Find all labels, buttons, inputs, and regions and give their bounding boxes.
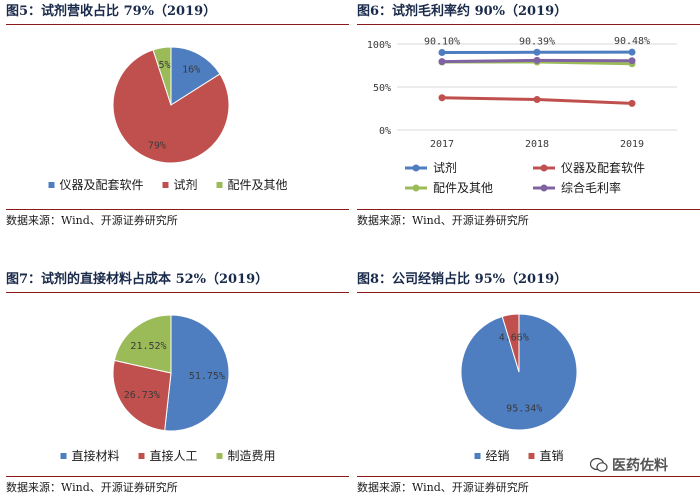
pie-slice bbox=[112, 359, 172, 432]
chart-title: 图5：试剂营收占比 79%（2019） bbox=[6, 4, 217, 19]
legend-label: 仪器及配套软件 bbox=[561, 161, 645, 175]
chart-title: 图7：试剂的直接材料占成本 52%（2019） bbox=[6, 272, 269, 287]
source-rule bbox=[357, 476, 700, 477]
slice-label: 16% bbox=[182, 64, 200, 75]
pie-slice bbox=[152, 46, 172, 106]
data-point bbox=[628, 48, 636, 56]
legend: 仪器及配套软件 试剂 配件及其他 bbox=[48, 177, 288, 192]
panel-fig8: 图8：公司经销占比 95%（2019） 95.34% 4.66% 经销 直销 数据来源… bbox=[357, 268, 700, 503]
legend-marker bbox=[412, 184, 420, 192]
legend-swatch bbox=[162, 182, 169, 188]
slice-label: 5% bbox=[158, 60, 170, 71]
data-point bbox=[533, 56, 541, 64]
data-point bbox=[438, 49, 446, 57]
legend-swatch bbox=[48, 182, 55, 188]
data-point bbox=[628, 99, 636, 107]
legend-swatch bbox=[60, 453, 67, 459]
legend-marker bbox=[412, 164, 420, 172]
title-rule bbox=[6, 292, 349, 293]
slice-label: 79% bbox=[148, 140, 166, 151]
legend-swatch bbox=[138, 453, 145, 459]
panel-fig5: 图5：试剂营收占比 79%（2019） 16% 79% 5% 仪器及配套软件 试剂 配件及… bbox=[6, 0, 349, 240]
slice-label: 26.73% bbox=[124, 390, 160, 401]
legend-label: 试剂 bbox=[433, 160, 457, 175]
source-rule bbox=[6, 476, 349, 477]
title-rule bbox=[6, 24, 349, 25]
pie-slice bbox=[113, 314, 172, 374]
pie-chart: 16% 79% 5% 仪器及配套软件 试剂 配件及其他 bbox=[48, 46, 288, 192]
legend-label: 试剂 bbox=[174, 177, 198, 192]
legend-swatch bbox=[474, 453, 481, 459]
legend-label: 直接人工 bbox=[150, 448, 198, 463]
chart-title: 图6：试剂毛利率约 90%（2019） bbox=[357, 4, 568, 19]
legend: 经销 直销 bbox=[474, 449, 564, 463]
x-tick-label: 2019 bbox=[620, 139, 644, 150]
pie-slice bbox=[164, 314, 230, 432]
data-point bbox=[533, 48, 541, 56]
pie-slice bbox=[112, 49, 230, 164]
title-rule bbox=[357, 292, 700, 293]
source-note: 数据来源：Wind、开源证券研究所 bbox=[357, 214, 529, 227]
x-tick-label: 2017 bbox=[430, 139, 454, 150]
pie-slice bbox=[170, 46, 221, 106]
panel-fig6: 图6：试剂毛利率约 90%（2019） 0% 50% 100% 2017 2018 201… bbox=[357, 0, 700, 240]
title-rule bbox=[357, 24, 700, 25]
legend-swatch bbox=[216, 182, 223, 188]
pie-chart: 51.75% 26.73% 21.52% 直接材料 直接人工 制造费用 bbox=[60, 314, 276, 463]
legend-label: 配件及其他 bbox=[433, 181, 493, 195]
slice-label: 51.75% bbox=[189, 371, 225, 382]
data-point bbox=[438, 94, 446, 102]
legend-marker bbox=[540, 164, 548, 172]
data-point bbox=[438, 58, 446, 66]
legend-label: 直销 bbox=[540, 449, 564, 463]
legend-label: 制造费用 bbox=[228, 449, 276, 463]
slice-label: 21.52% bbox=[130, 341, 166, 352]
source-note: 数据来源：Wind、开源证券研究所 bbox=[6, 481, 178, 494]
legend-marker bbox=[540, 184, 548, 192]
legend-label: 经销 bbox=[486, 449, 510, 463]
legend: 直接材料 直接人工 制造费用 bbox=[60, 448, 276, 463]
watermark-text: 医药佐料 bbox=[612, 458, 668, 474]
legend-swatch bbox=[528, 453, 535, 459]
source-rule bbox=[6, 209, 349, 210]
data-label: 90.48% bbox=[614, 36, 650, 47]
slice-label: 95.34% bbox=[506, 404, 542, 415]
slice-label: 4.66% bbox=[499, 332, 529, 343]
legend-swatch bbox=[216, 453, 223, 459]
pie-chart: 95.34% 4.66% 经销 直销 bbox=[460, 313, 578, 463]
source-note: 数据来源：Wind、开源证券研究所 bbox=[6, 214, 178, 227]
data-label: 90.10% bbox=[424, 37, 460, 48]
legend-label: 配件及其他 bbox=[228, 178, 288, 192]
chart-title: 图8：公司经销占比 95%（2019） bbox=[357, 272, 568, 287]
data-label: 90.39% bbox=[519, 36, 555, 47]
panel-fig7: 图7：试剂的直接材料占成本 52%（2019） 51.75% 26.73% 21.5… bbox=[6, 268, 349, 503]
wechat-icon bbox=[589, 457, 608, 473]
legend-label: 综合毛利率 bbox=[561, 180, 621, 195]
data-point bbox=[533, 95, 541, 103]
legend-label: 仪器及配套软件 bbox=[60, 178, 144, 192]
legend-label: 直接材料 bbox=[72, 448, 120, 463]
source-note: 数据来源：Wind、开源证券研究所 bbox=[357, 481, 529, 494]
x-tick-label: 2018 bbox=[525, 139, 549, 150]
watermark: 医药佐料 bbox=[589, 454, 696, 476]
y-tick-label: 50% bbox=[373, 83, 391, 94]
pie-slice bbox=[501, 313, 520, 373]
y-tick-label: 100% bbox=[367, 40, 391, 51]
source-rule bbox=[357, 209, 700, 210]
data-point bbox=[628, 57, 636, 65]
line-chart: 0% 50% 100% 2017 2018 2019 90.10% 90.39% 90.48% 试… bbox=[367, 36, 677, 195]
y-tick-label: 0% bbox=[379, 126, 391, 137]
